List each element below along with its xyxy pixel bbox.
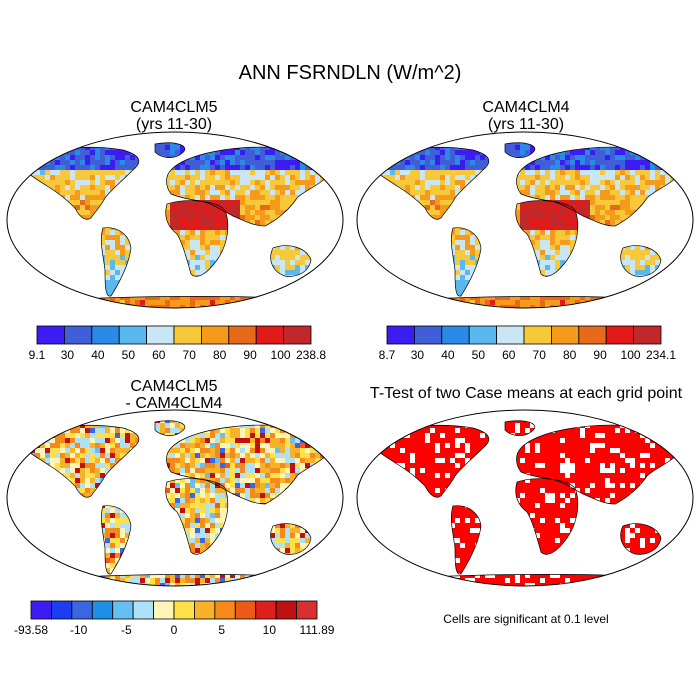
panel-2-title: CAM4CLM4 (yrs 11-30) bbox=[352, 99, 700, 133]
colorbar-swatch bbox=[63, 325, 93, 345]
colorbar-tick-label: 30 bbox=[60, 348, 75, 362]
colorbar-swatch bbox=[605, 325, 634, 345]
colorbar-tick-label: 80 bbox=[562, 348, 577, 362]
colorbar-swatch bbox=[200, 325, 230, 345]
colorbar-tick-label: 0 bbox=[170, 623, 178, 637]
panel-1-title: CAM4CLM5 (yrs 11-30) bbox=[0, 99, 348, 133]
colorbar-swatch bbox=[441, 325, 470, 345]
colorbar-swatch bbox=[255, 600, 277, 620]
colorbar-tick-label: 60 bbox=[502, 348, 516, 362]
colorbar-tick-label: 5 bbox=[218, 623, 225, 637]
colorbar-tick-label: 111.89 bbox=[299, 623, 335, 637]
colorbar-tick-label: 50 bbox=[121, 348, 136, 362]
panel-3-map bbox=[6, 409, 344, 587]
colorbar-swatch bbox=[413, 325, 443, 345]
colorbar-swatch bbox=[153, 600, 175, 620]
colorbar-tick-label: 8.7 bbox=[378, 348, 396, 362]
panel-2-title-line2: (yrs 11-30) bbox=[487, 116, 565, 133]
panel-1-map bbox=[6, 131, 344, 309]
colorbar-tick-label: 90 bbox=[243, 348, 257, 362]
colorbar-swatch bbox=[30, 600, 52, 620]
panel-2-colorbar: 8.7 30 40 50 60 70 80 90 100 234.1 bbox=[379, 325, 676, 364]
colorbar-swatch bbox=[194, 600, 216, 620]
colorbar-tick-label: 70 bbox=[182, 348, 196, 362]
colorbar-tick-label: -5 bbox=[120, 623, 132, 637]
colorbar-tick-label: -93.58 bbox=[13, 623, 49, 637]
colorbar-swatch bbox=[468, 325, 497, 345]
colorbar-swatch bbox=[173, 325, 202, 345]
colorbar-swatch bbox=[296, 600, 318, 620]
colorbar-swatch bbox=[112, 600, 134, 620]
panel-3-title-line1: CAM4CLM5 bbox=[130, 378, 218, 395]
colorbar-swatch bbox=[496, 325, 525, 345]
panel-2-title-line1: CAM4CLM4 bbox=[482, 99, 570, 116]
colorbar-swatches bbox=[386, 325, 662, 345]
panel-4-map bbox=[356, 409, 694, 587]
colorbar-swatch bbox=[214, 600, 236, 620]
panel-4-note: Cells are significant at 0.1 level bbox=[443, 612, 609, 626]
colorbar-tick-label: 9.1 bbox=[28, 348, 46, 362]
colorbar-swatch bbox=[118, 325, 147, 345]
colorbar-tick-label: 234.1 bbox=[645, 348, 677, 362]
colorbar-swatches bbox=[36, 325, 312, 345]
colorbar-swatch bbox=[578, 325, 607, 345]
colorbar-tick-label: 40 bbox=[441, 348, 455, 362]
colorbar-tick-label: -10 bbox=[69, 623, 88, 637]
colorbar-tick-label: 30 bbox=[410, 348, 425, 362]
colorbar-swatch bbox=[91, 325, 120, 345]
colorbar-tick-label: 238.8 bbox=[295, 348, 327, 362]
colorbar-swatch bbox=[255, 325, 284, 345]
colorbar-tick-label: 70 bbox=[532, 348, 546, 362]
colorbar-swatch bbox=[283, 325, 312, 345]
colorbar-tick-label: 40 bbox=[91, 348, 105, 362]
panel-4-title: T-Test of two Case means at each grid po… bbox=[369, 385, 683, 402]
colorbar-swatch bbox=[633, 325, 662, 345]
colorbar-swatch bbox=[71, 600, 93, 620]
colorbar-swatch bbox=[173, 600, 195, 620]
colorbar-swatch bbox=[132, 600, 154, 620]
panel-3-title: CAM4CLM5 - CAM4CLM4 bbox=[0, 378, 348, 412]
colorbar-tick-label: 80 bbox=[212, 348, 227, 362]
colorbar-swatch bbox=[146, 325, 175, 345]
colorbar-swatches bbox=[30, 600, 318, 620]
colorbar-swatch bbox=[275, 600, 297, 620]
figure-title: ANN FSRNDLN (W/m^2) bbox=[238, 62, 462, 84]
panel-1-colorbar: 9.1 30 40 50 60 70 80 90 100 238.8 bbox=[29, 325, 326, 364]
panel-3-colorbar: -93.58 -10 -5 0 5 10 111.89 bbox=[14, 600, 334, 639]
colorbar-swatch bbox=[51, 600, 73, 620]
colorbar-tick-label: 50 bbox=[471, 348, 486, 362]
colorbar-swatch bbox=[228, 325, 257, 345]
colorbar-swatch bbox=[386, 325, 415, 345]
panel-2-map bbox=[356, 131, 694, 309]
colorbar-tick-label: 60 bbox=[152, 348, 166, 362]
colorbar-tick-label: 100 bbox=[270, 348, 291, 362]
colorbar-tick-label: 100 bbox=[620, 348, 641, 362]
panel-1-title-line1: CAM4CLM5 bbox=[130, 99, 218, 116]
panel-3-title-line2: - CAM4CLM4 bbox=[125, 395, 223, 412]
colorbar-tick-label: 10 bbox=[262, 623, 277, 637]
colorbar-swatch bbox=[36, 325, 65, 345]
colorbar-swatch bbox=[91, 600, 114, 620]
colorbar-swatch bbox=[523, 325, 552, 345]
panel-1-title-line2: (yrs 11-30) bbox=[135, 116, 213, 133]
colorbar-tick-label: 90 bbox=[593, 348, 607, 362]
colorbar-swatch bbox=[234, 600, 257, 620]
colorbar-swatch bbox=[550, 325, 580, 345]
